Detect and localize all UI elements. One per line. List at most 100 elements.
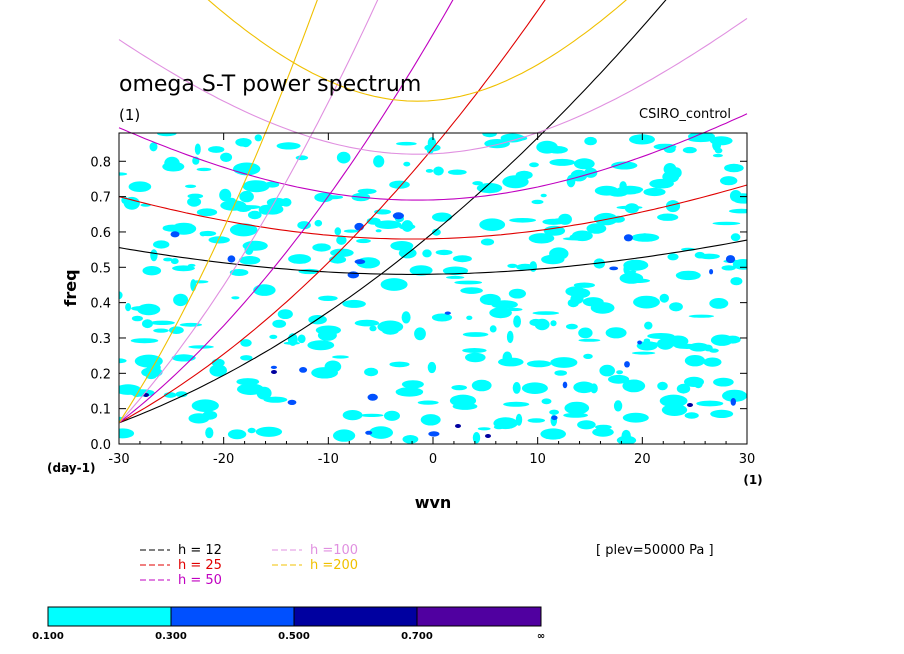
contour-blob xyxy=(272,319,287,328)
contour-blob xyxy=(605,327,627,339)
contour-blob-mid xyxy=(299,367,308,373)
contour-blob xyxy=(209,364,227,377)
contour-blob xyxy=(240,355,253,361)
contour-blob xyxy=(390,241,414,251)
contour-blob xyxy=(164,156,180,170)
contour-blob xyxy=(342,299,366,308)
contour-blob xyxy=(179,322,203,327)
contour-blob xyxy=(703,344,713,352)
x-tick-label: 0 xyxy=(429,452,437,467)
contour-blob xyxy=(384,410,400,421)
contour-blob xyxy=(466,315,473,320)
contour-blob xyxy=(613,400,623,412)
contour-blob xyxy=(676,383,691,394)
contour-blob xyxy=(170,258,179,265)
contour-blob xyxy=(336,235,347,245)
contour-blob-mid xyxy=(623,234,633,242)
contour-blob xyxy=(633,295,660,309)
contour-blob xyxy=(549,247,569,260)
colorbar-label: 0.500 xyxy=(278,631,310,642)
contour-blob xyxy=(657,213,679,221)
contour-blob xyxy=(578,338,601,342)
contour-blob xyxy=(374,220,402,229)
contour-blob xyxy=(684,412,699,419)
contour-blob xyxy=(417,400,439,405)
contour-blob xyxy=(354,319,380,327)
contour-blob-mid xyxy=(709,269,714,275)
contour-blob xyxy=(128,181,152,192)
contour-blob xyxy=(616,205,643,210)
contour-blob xyxy=(573,158,595,170)
contour-blob xyxy=(479,293,501,306)
contour-blob xyxy=(187,263,196,267)
contour-blob xyxy=(254,134,262,142)
contour-blob xyxy=(674,343,700,349)
contour-blob xyxy=(671,406,686,414)
contour-blob xyxy=(229,269,249,276)
contour-blob xyxy=(540,428,566,440)
contour-blob xyxy=(549,409,559,415)
contour-blob xyxy=(248,210,262,220)
contour-blob xyxy=(713,377,734,387)
contour-blob xyxy=(721,265,736,271)
contour-blob xyxy=(196,167,212,172)
colorbar-label: 0.100 xyxy=(32,631,64,642)
legend-label: h =200 xyxy=(310,558,358,573)
chart-title: omega S-T power spectrum xyxy=(119,72,421,97)
contour-blob xyxy=(662,171,680,183)
contour-blob xyxy=(667,253,679,261)
dispersion-curve-upper xyxy=(118,239,748,275)
contour-fill-layer xyxy=(119,133,747,444)
colorbar-label: 0.300 xyxy=(155,631,187,642)
contour-blob xyxy=(584,167,598,178)
contour-blob xyxy=(369,325,377,332)
contour-blob xyxy=(590,383,598,394)
contour-blob xyxy=(472,432,481,444)
contour-blob xyxy=(729,190,742,202)
contour-blob xyxy=(332,355,349,359)
contour-blob xyxy=(516,263,535,271)
contour-blob-mid xyxy=(562,381,568,389)
contour-blob xyxy=(509,218,536,223)
contour-blob xyxy=(558,213,572,225)
contour-blob-mid xyxy=(444,311,451,315)
y-axis-label: freq xyxy=(61,269,80,306)
contour-blob xyxy=(636,341,658,351)
contour-blob-mid xyxy=(624,361,630,368)
contour-blob xyxy=(659,394,688,408)
contour-blob xyxy=(420,414,441,426)
contour-blob-mid xyxy=(227,255,236,263)
contour-blob xyxy=(191,399,219,413)
contour-blob xyxy=(380,278,408,291)
contour-blob xyxy=(119,172,128,176)
contour-blob xyxy=(682,146,697,154)
contour-blob xyxy=(564,401,590,415)
contour-blob xyxy=(369,426,393,439)
contour-blob xyxy=(688,314,715,318)
contour-blob xyxy=(528,233,555,244)
contour-blob xyxy=(489,325,497,333)
contour-blob xyxy=(134,354,163,368)
contour-blob xyxy=(472,181,483,186)
contour-blob xyxy=(330,248,354,257)
y-tick-label: 0.0 xyxy=(90,438,111,453)
contour-blob xyxy=(477,427,491,431)
plev-annotation: [ plev=50000 Pa ] xyxy=(596,543,714,558)
contour-blob xyxy=(507,263,518,268)
contour-blob xyxy=(506,330,514,344)
legend-label: h = 12 xyxy=(178,543,222,558)
contour-blob xyxy=(503,401,530,407)
contour-blob xyxy=(482,133,497,138)
contour-blob xyxy=(288,254,312,264)
contour-blob xyxy=(670,303,680,311)
contour-blob xyxy=(657,381,668,391)
contour-blob xyxy=(452,255,472,263)
contour-blob xyxy=(336,151,351,164)
contour-blob xyxy=(527,418,545,423)
contour-blob xyxy=(554,370,567,376)
contour-blob xyxy=(675,270,701,281)
contour-blob xyxy=(643,187,666,197)
contour-blob xyxy=(398,223,416,230)
contour-blob xyxy=(550,359,570,364)
